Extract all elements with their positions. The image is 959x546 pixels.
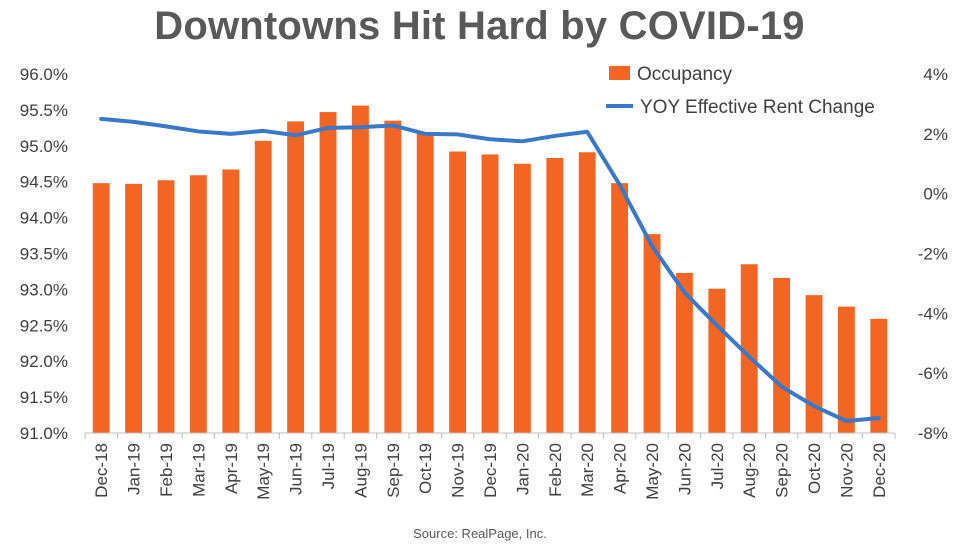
right-axis-tick-label: -2% [918,245,948,264]
x-axis-tick-label: Jan-19 [125,443,144,495]
occupancy-bar [222,169,240,434]
left-axis-tick-label: 94.5% [20,173,68,192]
occupancy-bar [157,180,175,433]
right-axis-tick-label: -6% [918,364,948,383]
x-axis-tick-label: Feb-19 [157,443,176,497]
occupancy-bar [773,277,791,433]
occupancy-bar [611,183,629,433]
x-axis-tick-label: Mar-19 [189,443,208,497]
occupancy-bar [837,306,855,433]
right-axis-tick-label: -4% [918,304,948,323]
left-axis-tick-label: 96.0% [20,65,68,84]
right-axis-tick-label: 4% [923,65,948,84]
right-axis-tick-label: -8% [918,424,948,443]
source-note: Source: RealPage, Inc. [413,526,547,541]
x-axis-tick-label: Aug-19 [351,443,370,498]
legend: Occupancy YOY Effective Rent Change [606,64,875,118]
x-axis-tick-label: Dec-19 [481,443,500,498]
chart-title: Downtowns Hit Hard by COVID-19 [154,4,805,48]
x-axis-tick-label: Jan-20 [513,443,532,495]
left-axis-tick-label: 93.5% [20,245,68,264]
occupancy-bar [675,272,693,433]
x-axis-tick-label: May-20 [643,443,662,500]
legend-swatch-occupancy [609,66,630,80]
occupancy-bar [708,288,726,433]
left-axis-tick-label: 95.0% [20,137,68,156]
left-axis-tick-label: 94.0% [20,209,68,228]
legend-label-occupancy: Occupancy [637,64,733,85]
occupancy-bar [546,158,564,433]
x-axis-tick-label: Oct-20 [805,443,824,494]
x-axis-tick-label: Jun-19 [287,443,306,495]
x-axis-tick-label: Dec-18 [92,443,111,498]
occupancy-bar [384,120,402,434]
x-axis-tick-labels: Dec-18 Jan-19 Feb-19 Mar-19 Apr-19 May-19 Jun-… [92,443,889,500]
x-axis-tick-label: Jul-20 [708,443,727,489]
x-axis-tick-label: Feb-20 [546,443,565,497]
occupancy-bar [92,183,110,433]
x-axis-tick-label: Aug-20 [740,443,759,498]
occupancy-bar [805,295,823,433]
x-axis-tick-label: Dec-20 [870,443,889,498]
occupancy-bar [125,183,143,433]
left-axis-tick-label: 93.0% [20,280,68,299]
occupancy-bar [351,105,369,433]
x-axis-tick-label: Apr-20 [611,443,630,494]
left-axis-tick-label: 92.5% [20,316,68,335]
x-axis-tick-label: Sep-20 [773,443,792,498]
occupancy-bar [513,163,531,433]
right-axis-tick-label: 2% [923,125,948,144]
occupancy-bar [254,140,272,433]
x-axis-tick-label: Jul-19 [319,443,338,489]
left-axis-tick-label: 95.5% [20,101,68,120]
x-axis-tick-label: Mar-20 [578,443,597,497]
occupancy-bar [643,234,661,433]
occupancy-bar [287,121,305,433]
occupancy-bar [740,264,758,433]
left-axis-tick-label: 92.0% [20,352,68,371]
right-axis-tick-label: 0% [923,185,948,204]
x-axis-tick-label: Apr-19 [222,443,241,494]
axes [84,432,896,439]
occupancy-bar [870,318,888,433]
left-axis-tick-label: 91.5% [20,388,68,407]
rent-change-line [99,116,881,424]
occupancy-bars [92,105,888,434]
x-axis-tick-label: Nov-20 [837,443,856,498]
occupancy-bar [416,132,434,433]
occupancy-bar [189,175,207,434]
rent-change-line-layer [99,116,881,424]
occupancy-bar [319,112,337,434]
occupancy-bar [449,151,467,434]
occupancy-bar [481,154,499,434]
x-axis-tick-label: May-19 [254,443,273,500]
x-axis-tick-label: Oct-19 [416,443,435,494]
left-axis-tick-label: 91.0% [20,424,68,443]
occupancy-bar [578,152,596,433]
right-axis-tick-labels: -8% -6% -4% -2% 0% 2% 4% [918,65,948,443]
x-axis-tick-label: Jun-20 [675,443,694,495]
x-axis-tick-label: Sep-19 [384,443,403,498]
left-axis-tick-labels: 91.0% 91.5% 92.0% 92.5% 93.0% 93.5% 94.0% 94.5%… [20,65,68,443]
x-axis-tick-label: Nov-19 [449,443,468,498]
legend-label-rent-change: YOY Effective Rent Change [640,97,875,118]
